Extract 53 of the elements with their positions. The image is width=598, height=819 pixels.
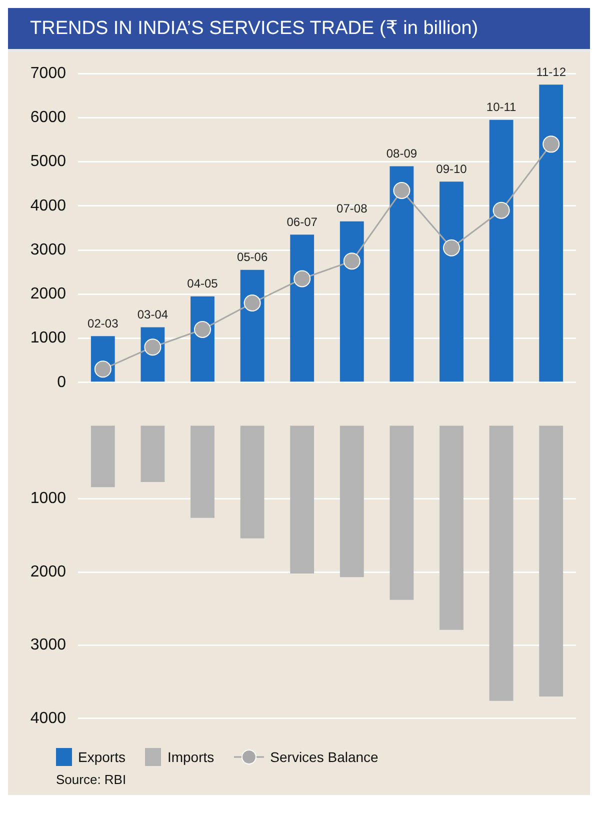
bar <box>440 426 464 630</box>
y-tick-label: 7000 <box>30 65 66 82</box>
y-tick-label: 1000 <box>30 490 66 508</box>
y-tick-label: 2000 <box>30 286 66 303</box>
point <box>542 136 560 153</box>
bar <box>340 221 364 382</box>
bar <box>390 426 414 600</box>
y-tick-label: 3000 <box>30 636 66 654</box>
bar <box>290 426 314 574</box>
text: Imports <box>167 749 214 765</box>
bar <box>240 426 264 538</box>
bar <box>390 166 414 382</box>
bar <box>539 426 564 696</box>
x-tick-label: 03-04 <box>137 308 168 322</box>
bar <box>539 84 564 382</box>
x-tick-label: 09-10 <box>436 162 468 176</box>
source-note: Source: RBI <box>55 771 128 789</box>
x-tick-label: 07-08 <box>336 202 368 216</box>
bar <box>290 234 314 382</box>
legend-label: Exports <box>78 749 126 765</box>
point <box>94 360 112 378</box>
y-tick-label: 4000 <box>30 710 66 727</box>
bar <box>90 426 115 488</box>
y-tick-label: 5000 <box>30 153 66 170</box>
y-tick-label: 6000 <box>30 109 66 126</box>
bar <box>240 270 264 382</box>
x-tick-label: 02-03 <box>88 316 119 330</box>
bar <box>140 426 165 482</box>
y-tick-label: 1000 <box>30 330 66 347</box>
bar <box>489 120 514 382</box>
bar <box>440 182 464 382</box>
x-tick-label: 11-12 <box>536 64 566 79</box>
y-tick-label: 4000 <box>30 197 66 214</box>
point <box>343 252 360 270</box>
bar <box>190 426 214 518</box>
point <box>294 270 311 288</box>
y-tick-label: 2000 <box>30 563 66 580</box>
x-tick-label: 10-11 <box>486 100 517 114</box>
x-tick-label: 04-05 <box>187 276 218 291</box>
y-tick-label: 0 <box>57 374 66 391</box>
y-tick-label: 3000 <box>30 241 66 258</box>
point <box>443 239 460 256</box>
point <box>393 182 410 200</box>
point <box>244 294 261 312</box>
x-tick-label: 06-07 <box>286 214 318 229</box>
bar <box>489 426 514 701</box>
point <box>194 320 211 338</box>
chart-title: TRENDS IN INDIA’S SERVICES TRADE (₹ in billion) <box>8 8 590 52</box>
x-tick-label: 08-09 <box>386 146 418 161</box>
x-tick-label: 05-06 <box>236 250 268 264</box>
legend-label: Services Balance <box>270 749 378 765</box>
bar <box>340 426 364 578</box>
point <box>492 202 510 219</box>
